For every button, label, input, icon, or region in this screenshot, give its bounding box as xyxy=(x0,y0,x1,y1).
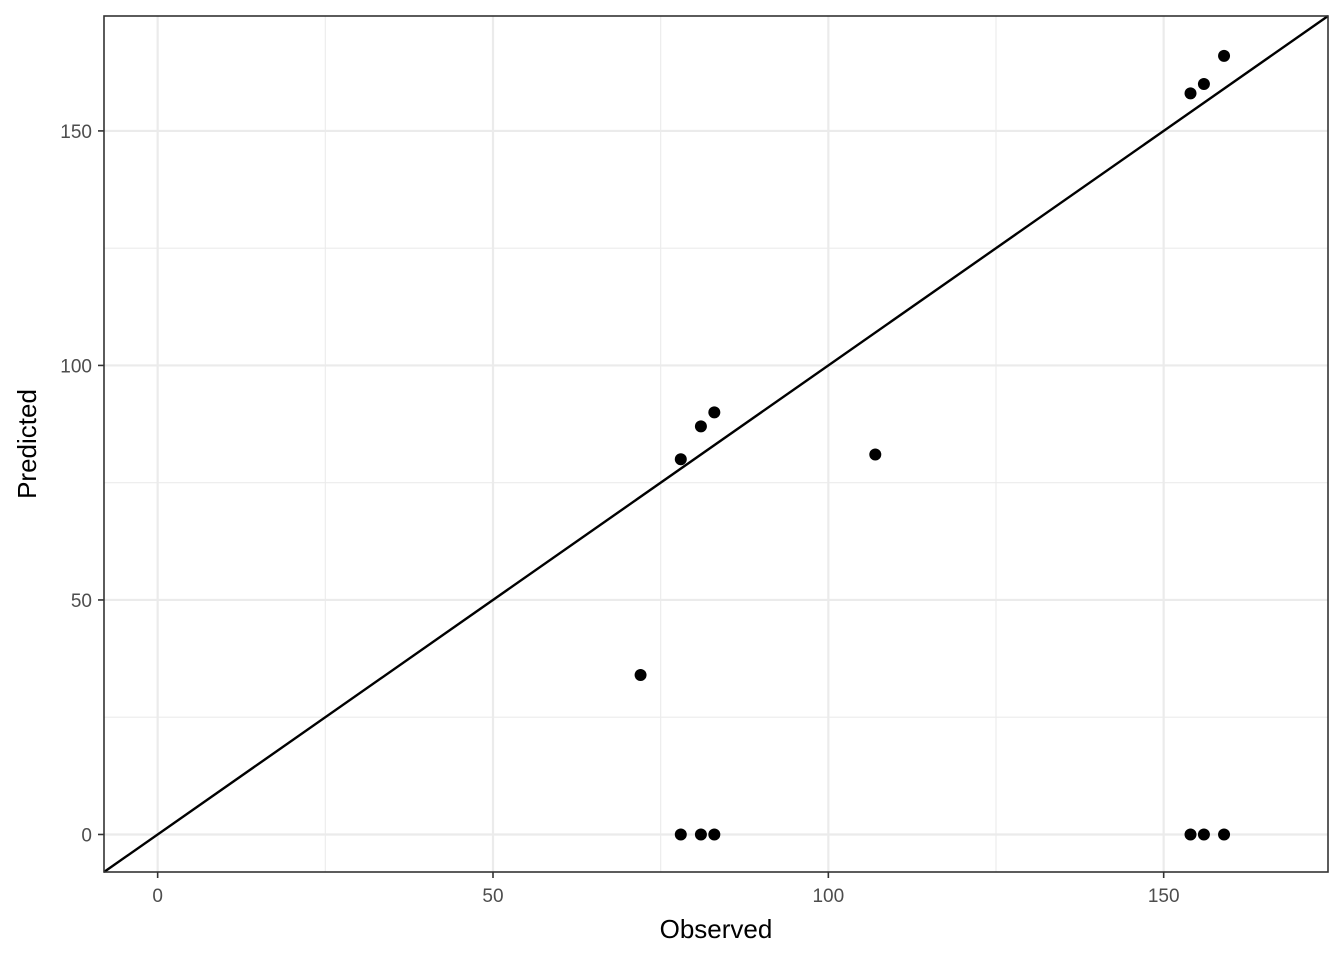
data-point xyxy=(708,406,721,419)
y-axis: 0 50 100 150 xyxy=(60,122,104,846)
identity-reference-line xyxy=(103,15,1329,873)
data-point xyxy=(869,448,882,461)
data-point xyxy=(1197,78,1210,91)
y-tick-label: 150 xyxy=(60,122,92,143)
data-point xyxy=(674,828,687,841)
data-point xyxy=(694,828,707,841)
panel-border xyxy=(103,15,1329,873)
data-point xyxy=(1197,828,1210,841)
x-tick-label: 150 xyxy=(1148,886,1180,907)
data-point xyxy=(1184,87,1197,100)
y-tick-label: 0 xyxy=(81,825,92,846)
data-point xyxy=(708,828,721,841)
data-point xyxy=(1218,49,1231,62)
y-tick-label: 100 xyxy=(60,356,92,377)
data-point xyxy=(694,420,707,433)
data-points xyxy=(634,49,1231,841)
y-axis-title: Predicted xyxy=(12,389,42,499)
data-point xyxy=(674,453,687,466)
y-tick-label: 50 xyxy=(71,591,92,612)
x-tick-label: 50 xyxy=(482,886,503,907)
data-point xyxy=(1218,828,1231,841)
x-tick-label: 0 xyxy=(152,886,163,907)
x-axis: 0 50 100 150 xyxy=(152,872,1180,907)
x-tick-label: 100 xyxy=(812,886,844,907)
x-axis-title: Observed xyxy=(660,914,773,944)
reference-line-layer xyxy=(103,15,1329,873)
data-point xyxy=(1184,828,1197,841)
data-point xyxy=(634,669,647,682)
